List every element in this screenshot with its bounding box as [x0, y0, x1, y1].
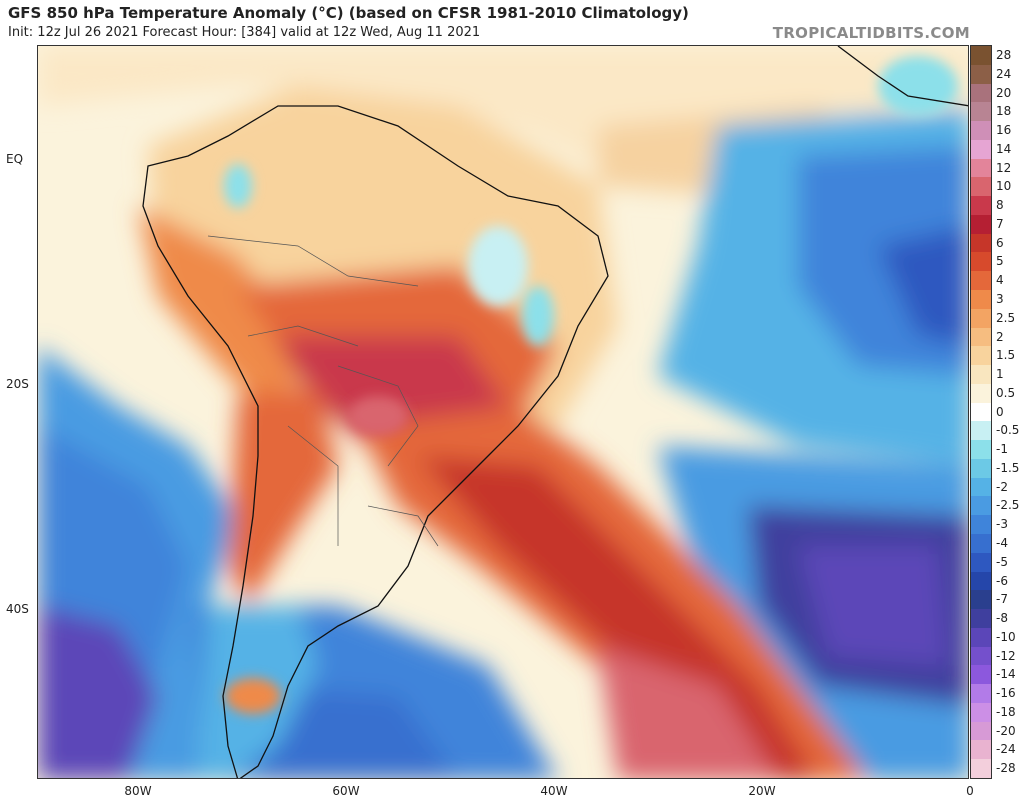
colorbar-swatch [971, 496, 991, 516]
colorbar-label: -2 [996, 479, 1008, 494]
colorbar-swatch [971, 214, 991, 235]
colorbar-label: 28 [996, 48, 1012, 62]
colorbar-label: -3 [996, 517, 1008, 532]
colorbar-swatch [971, 665, 991, 685]
colorbar-label: -24 [996, 742, 1016, 757]
colorbar-swatch [971, 271, 991, 291]
colorbar-swatch [971, 83, 991, 103]
lat-label-eq: EQ [6, 152, 24, 166]
colorbar-label: -10 [996, 629, 1016, 644]
anomaly-detail [224, 56, 958, 714]
map-title: GFS 850 hPa Temperature Anomaly (°C) (ba… [8, 4, 689, 22]
colorbar-swatch [971, 440, 991, 460]
colorbar-label: 8 [996, 198, 1004, 213]
colorbar-swatch [971, 64, 991, 85]
anomaly-field [38, 46, 968, 778]
colorbar-swatch [971, 759, 991, 779]
colorbar-label: -16 [996, 686, 1016, 701]
colorbar-label: -2.5 [996, 498, 1020, 513]
colorbar-swatch [971, 290, 991, 310]
colorbar-swatch [971, 158, 991, 178]
lat-label-40s: 40S [6, 602, 29, 616]
colorbar-swatch [971, 46, 991, 66]
colorbar-label: -14 [996, 667, 1016, 682]
colorbar-swatch [971, 721, 991, 741]
colorbar-swatch [971, 740, 991, 760]
colorbar-label: 6 [996, 235, 1004, 250]
colorbar-label: 1 [996, 367, 1004, 382]
colorbar-swatch [971, 571, 991, 591]
colorbar-swatch [971, 402, 991, 422]
colorbar-label: -28 [996, 761, 1016, 776]
colorbar-label: -1.5 [996, 460, 1020, 475]
colorbar-label: 1.5 [996, 348, 1016, 363]
colorbar-label: 2 [996, 329, 1004, 344]
colorbar-swatch [971, 684, 991, 704]
colorbar-swatch [971, 233, 991, 253]
colorbar-swatch [971, 383, 991, 404]
colorbar-swatch [971, 534, 991, 554]
lon-label-0: 0 [966, 784, 974, 798]
watermark: TROPICALTIDBITS.COM [772, 24, 970, 42]
colorbar-label: 10 [996, 179, 1012, 194]
colorbar-label: -7 [996, 592, 1008, 607]
colorbar-label: 20 [996, 85, 1012, 100]
colorbar-label: -18 [996, 704, 1016, 719]
colorbar [970, 45, 992, 779]
colorbar-swatch [971, 346, 991, 366]
colorbar-label: 12 [996, 160, 1012, 175]
colorbar-swatch [971, 646, 991, 666]
colorbar-label: 24 [996, 66, 1012, 81]
colorbar-label: -1 [996, 442, 1008, 457]
colorbar-label: 4 [996, 273, 1004, 288]
colorbar-swatch [971, 308, 991, 329]
colorbar-swatch [971, 196, 991, 216]
colorbar-swatch [971, 252, 991, 272]
colorbar-swatch [971, 702, 991, 723]
colorbar-swatch [971, 458, 991, 479]
colorbar-label: 7 [996, 216, 1004, 231]
colorbar-label: -4 [996, 536, 1008, 550]
colorbar-swatch [971, 627, 991, 648]
colorbar-label: 18 [996, 104, 1012, 119]
lon-label-80w: 80W [124, 784, 152, 798]
colorbar-label: -12 [996, 648, 1016, 663]
map-subtitle: Init: 12z Jul 26 2021 Forecast Hour: [38… [8, 25, 481, 40]
colorbar-swatch [971, 177, 991, 197]
lon-label-20w: 20W [748, 784, 776, 798]
lat-label-20s: 20S [6, 377, 29, 391]
colorbar-label: 5 [996, 254, 1004, 269]
country-borders [207, 235, 439, 547]
colorbar-label: 3 [996, 292, 1004, 306]
colorbar-swatch [971, 421, 991, 441]
colorbar-swatch [971, 552, 991, 573]
colorbar-label: 16 [996, 123, 1012, 138]
colorbar-label: -0.5 [996, 423, 1020, 438]
colorbar-swatch [971, 327, 991, 347]
colorbar-swatch [971, 477, 991, 497]
colorbar-swatch [971, 365, 991, 385]
colorbar-label: 0.5 [996, 385, 1016, 400]
colorbar-label: -20 [996, 723, 1016, 738]
colorbar-swatch [971, 102, 991, 122]
colorbar-swatch [971, 590, 991, 610]
colorbar-label: 14 [996, 141, 1012, 156]
africa-coastline [837, 46, 968, 107]
colorbar-swatch [971, 139, 991, 160]
colorbar-label: 2.5 [996, 310, 1016, 325]
colorbar-label: -5 [996, 554, 1008, 569]
colorbar-swatch [971, 609, 991, 629]
anomaly-map[interactable] [37, 45, 969, 779]
colorbar-swatch [971, 121, 991, 141]
map-canvas [38, 46, 968, 778]
colorbar-label: -8 [996, 611, 1008, 626]
coastline [142, 105, 609, 778]
colorbar-label: 0 [996, 404, 1004, 419]
lon-label-40w: 40W [540, 784, 568, 798]
colorbar-label: -6 [996, 573, 1008, 588]
colorbar-swatch [971, 515, 991, 535]
lon-label-60w: 60W [332, 784, 360, 798]
